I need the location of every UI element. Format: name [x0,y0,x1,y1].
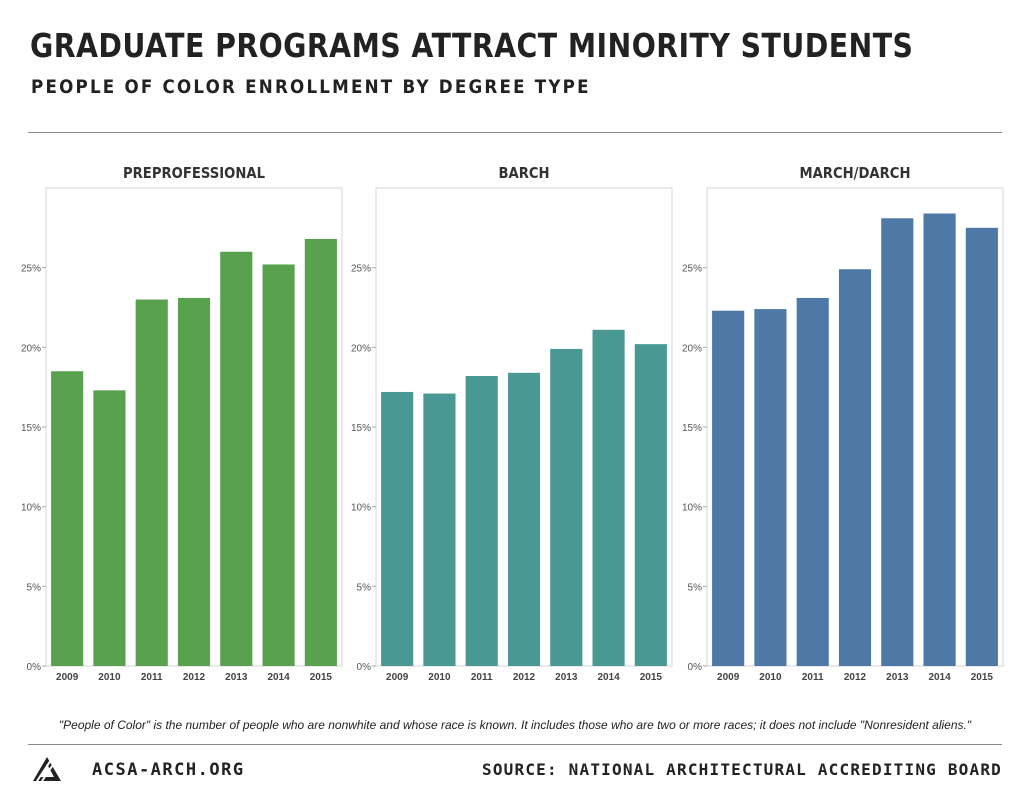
y-tick-label: 0% [27,662,42,673]
bar [592,329,625,666]
x-tick-label: 2015 [640,672,663,683]
bar [51,371,84,666]
footer-divider [28,744,1002,745]
bar [550,348,583,666]
bar [177,297,211,666]
y-tick-label: 25% [682,264,702,275]
bar [634,344,667,666]
bar [712,310,745,666]
source-note: SOURCE: NATIONAL ARCHITECTURAL ACCREDITI… [482,760,1002,779]
site-link[interactable]: ACSA-ARCH.ORG [92,760,245,780]
bar [754,309,787,666]
y-tick-label: 15% [351,423,371,434]
y-tick-label: 20% [21,343,41,354]
x-tick-label: 2013 [225,672,248,683]
bar [423,393,456,666]
y-tick-label: 5% [27,582,42,593]
x-tick-label: 2012 [844,672,867,683]
page-subtitle: PEOPLE OF COLOR ENROLLMENT BY DEGREE TYP… [31,76,591,98]
bar [923,213,956,666]
bar [965,227,998,667]
acsa-triangle-logo-icon [33,757,61,782]
y-tick-label: 0% [688,662,703,673]
page-title: GRADUATE PROGRAMS ATTRACT MINORITY STUDE… [30,26,914,65]
x-tick-label: 2015 [310,672,333,683]
bar [465,376,498,666]
y-tick-label: 5% [357,582,372,593]
y-tick-label: 20% [682,343,702,354]
bar [304,238,337,666]
panel-title: BARCH [498,165,549,182]
x-tick-label: 2014 [597,672,620,683]
bar [381,391,414,666]
panel-title: PREPROFESSIONAL [123,165,265,182]
x-tick-label: 2009 [56,672,79,683]
x-tick-label: 2011 [141,672,163,683]
y-tick-label: 0% [357,662,372,673]
x-tick-label: 2015 [971,672,994,683]
y-tick-label: 10% [21,503,41,514]
y-tick-label: 20% [351,343,371,354]
y-tick-label: 10% [351,503,371,514]
x-tick-label: 2009 [386,672,409,683]
x-tick-label: 2013 [886,672,909,683]
x-tick-label: 2012 [183,672,206,683]
x-tick-label: 2010 [759,672,782,683]
x-tick-label: 2011 [471,672,493,683]
x-tick-label: 2014 [928,672,951,683]
bar [135,299,168,666]
header-divider [28,132,1002,133]
x-tick-label: 2009 [717,672,740,683]
bar [507,372,541,666]
bar [881,218,914,667]
y-tick-label: 15% [682,423,702,434]
bar [796,297,829,666]
bar [93,390,126,666]
x-tick-label: 2010 [428,672,451,683]
bar [220,251,253,666]
x-tick-label: 2013 [555,672,578,683]
panel-title: MARCH/DARCH [799,165,910,182]
x-tick-label: 2010 [98,672,121,683]
x-tick-label: 2012 [513,672,536,683]
y-tick-label: 25% [21,264,41,275]
footnote: "People of Color" is the number of peopl… [58,718,972,732]
x-tick-label: 2014 [267,672,290,683]
y-tick-label: 15% [21,423,41,434]
charts-area: PREPROFESSIONAL 0% 5% 10% 15% 20% 25% 2009 2010 2… [21,165,1004,683]
bar [262,264,295,666]
y-tick-label: 25% [351,264,371,275]
bar [838,269,872,666]
y-tick-label: 5% [688,582,703,593]
y-tick-label: 10% [682,503,702,514]
x-tick-label: 2011 [802,672,824,683]
